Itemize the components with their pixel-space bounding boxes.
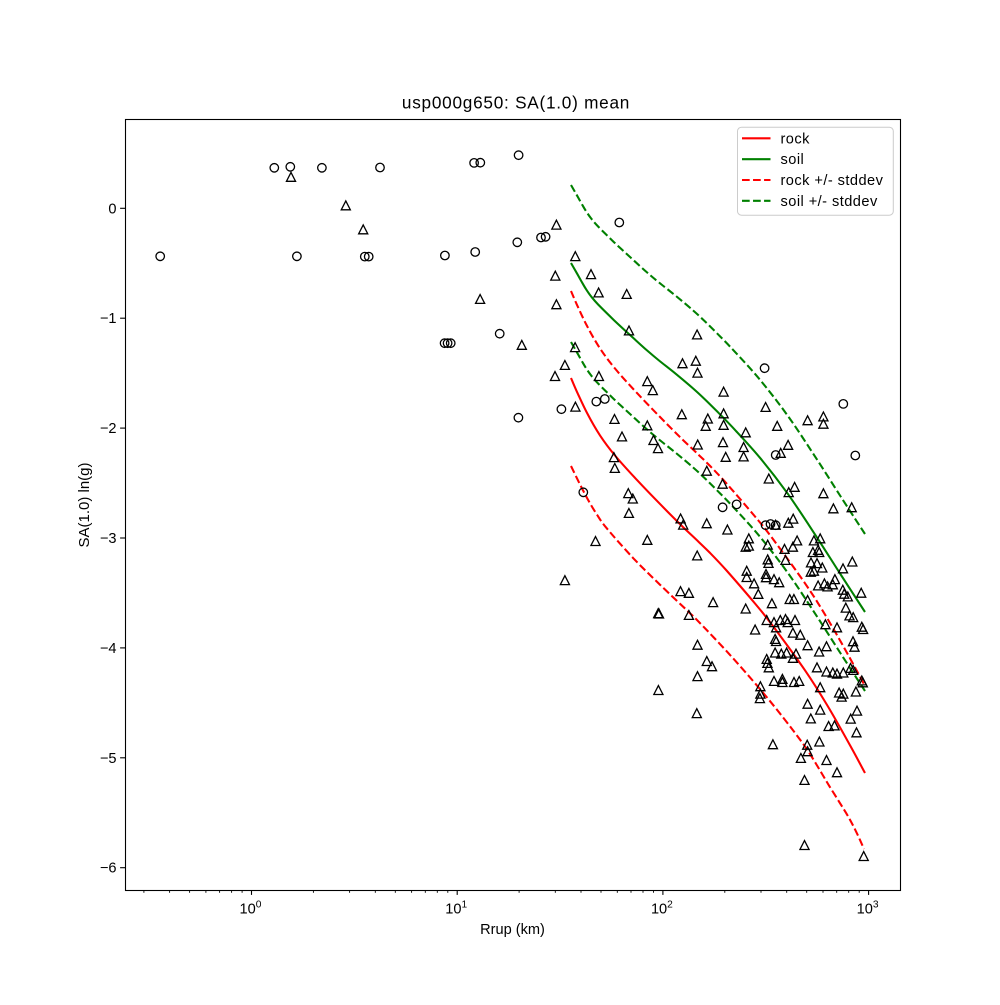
svg-text:−4: −4 [100, 641, 117, 657]
svg-text:−6: −6 [100, 861, 117, 877]
svg-text:−2: −2 [100, 421, 117, 437]
svg-text:rock +/- stddev: rock +/- stddev [781, 173, 884, 189]
svg-text:−3: −3 [100, 531, 117, 547]
svg-text:0: 0 [108, 201, 116, 217]
svg-text:SA(1.0) ln(g): SA(1.0) ln(g) [76, 462, 93, 547]
svg-text:rock: rock [781, 131, 811, 147]
svg-text:−1: −1 [100, 311, 117, 327]
svg-text:usp000g650: SA(1.0) mean: usp000g650: SA(1.0) mean [402, 93, 630, 113]
svg-text:Rrup (km): Rrup (km) [480, 922, 545, 938]
svg-text:soil +/- stddev: soil +/- stddev [781, 194, 878, 210]
svg-text:−5: −5 [100, 751, 117, 767]
svg-text:soil: soil [781, 152, 805, 168]
